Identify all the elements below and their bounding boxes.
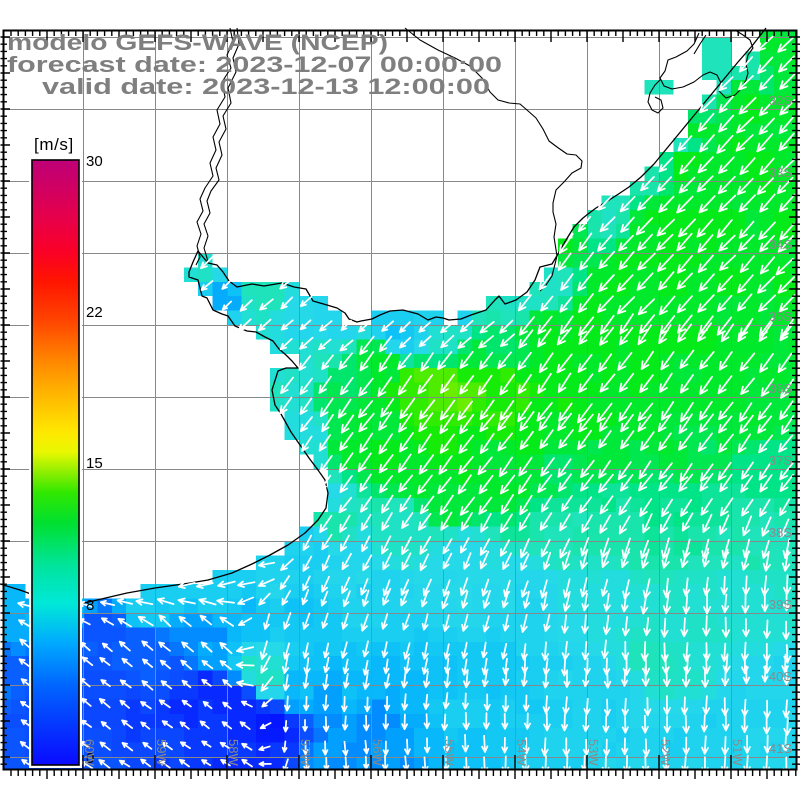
svg-text:15: 15 xyxy=(86,455,103,472)
svg-text:valid date: 2023-12-13 12:00:0: valid date: 2023-12-13 12:00:00 xyxy=(42,74,490,99)
svg-text:0: 0 xyxy=(86,750,94,767)
svg-text:40S: 40S xyxy=(769,669,792,684)
svg-text:53W: 53W xyxy=(586,739,601,766)
svg-text:[m/s]: [m/s] xyxy=(34,135,74,154)
svg-text:22: 22 xyxy=(86,304,103,321)
svg-text:57W: 57W xyxy=(298,739,313,766)
svg-text:51W: 51W xyxy=(730,739,745,766)
svg-text:modelo GEFS-WAVE (NCEP): modelo GEFS-WAVE (NCEP) xyxy=(7,30,388,55)
svg-text:59W: 59W xyxy=(154,739,169,766)
svg-text:60W: 60W xyxy=(82,739,97,766)
svg-text:38S: 38S xyxy=(769,525,792,540)
svg-text:54W: 54W xyxy=(514,739,529,766)
svg-text:35S: 35S xyxy=(769,309,792,324)
svg-text:36S: 36S xyxy=(769,381,792,396)
svg-text:56W: 56W xyxy=(370,739,385,766)
svg-text:58W: 58W xyxy=(226,739,241,766)
svg-text:33S: 33S xyxy=(769,165,792,180)
svg-text:forecast date: 2023-12-07 00:0: forecast date: 2023-12-07 00:00:00 xyxy=(7,52,502,77)
svg-text:55W: 55W xyxy=(442,739,457,766)
svg-text:41S: 41S xyxy=(769,741,792,756)
svg-text:52W: 52W xyxy=(658,739,673,766)
svg-text:34S: 34S xyxy=(769,237,792,252)
svg-text:8: 8 xyxy=(86,597,94,614)
svg-text:39S: 39S xyxy=(769,597,792,612)
svg-text:37S: 37S xyxy=(769,453,792,468)
svg-text:30: 30 xyxy=(86,153,103,170)
svg-text:32S: 32S xyxy=(769,93,792,108)
